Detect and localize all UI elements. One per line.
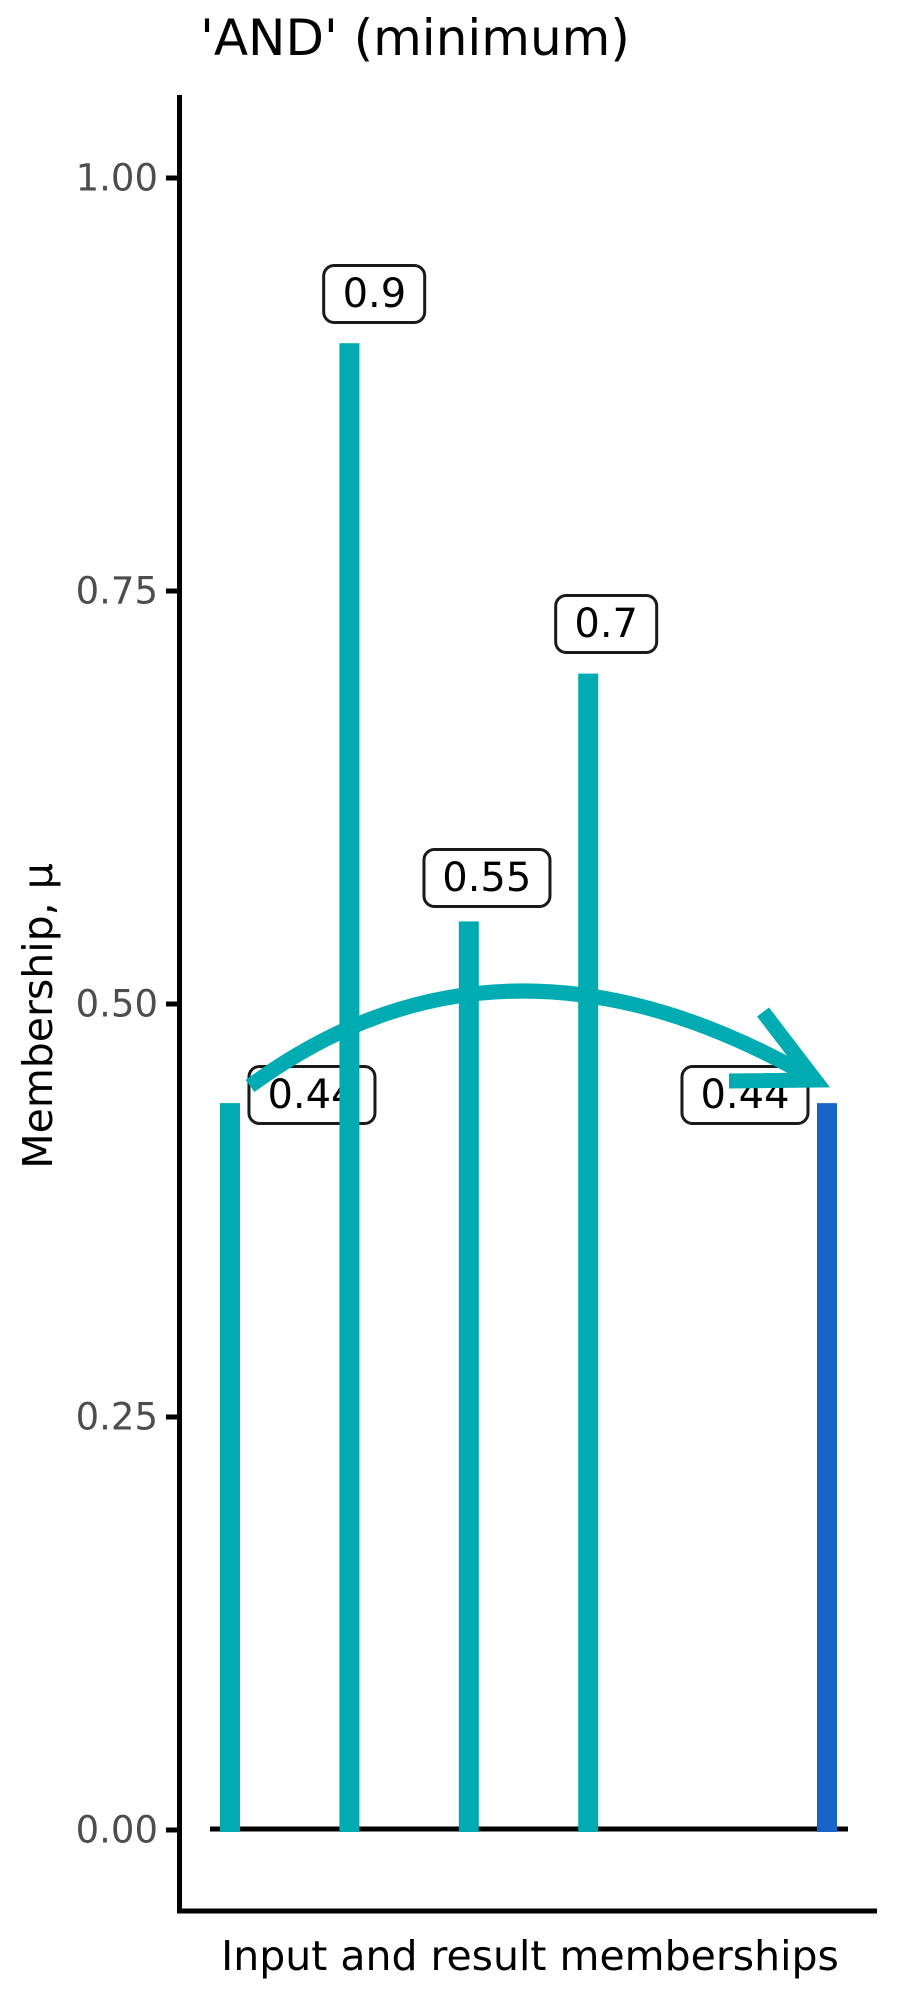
- x-axis-title: Input and result memberships: [221, 1932, 839, 1980]
- y-tick-label: 0.25: [75, 1395, 158, 1439]
- y-tick-label: 0.50: [75, 982, 158, 1026]
- y-tick-label: 1.00: [75, 156, 158, 200]
- y-tick-label: 0.00: [75, 1808, 158, 1852]
- y-tick-label: 0.75: [75, 569, 158, 613]
- chart-title: 'AND' (minimum): [200, 9, 630, 67]
- value-label: 0.55: [422, 848, 552, 909]
- value-label: 0.44: [247, 1065, 377, 1126]
- value-label: 0.9: [322, 264, 427, 325]
- value-label: 0.44: [680, 1065, 810, 1126]
- value-label: 0.7: [554, 593, 658, 654]
